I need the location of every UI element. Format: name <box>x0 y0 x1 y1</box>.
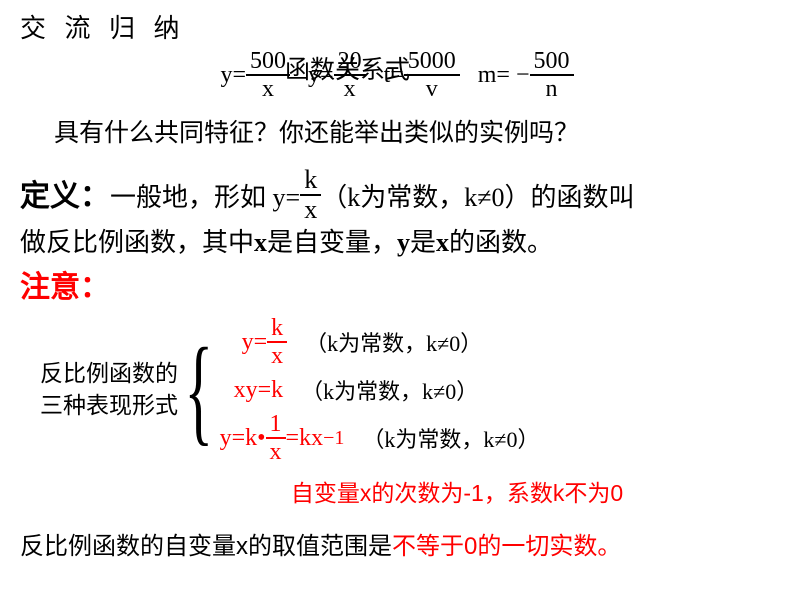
eq1-frac: 500x <box>246 49 290 101</box>
def-p3c: 是自变量， <box>267 228 397 257</box>
brace-icon: { <box>184 330 213 450</box>
eq1-num: 500 <box>246 49 290 76</box>
eq4-lhs: m= − <box>478 62 530 88</box>
form3-lhs: y=k• <box>220 425 266 452</box>
def-frac: kx <box>300 167 321 223</box>
form-row-1: y=kx （k为常数，k≠0） <box>220 316 540 368</box>
forms-left-l2: 三种表现形式 <box>40 393 178 418</box>
final-line: 反比例函数的自变量x的取值范围是不等于0的一切实数。 <box>20 526 774 561</box>
final-black: 反比例函数的自变量x的取值范围是 <box>20 533 392 560</box>
eq2-den: x <box>334 76 366 101</box>
def-den: x <box>300 196 321 223</box>
eq3-num: 5000 <box>404 49 460 76</box>
def-p3g: 的函数。 <box>449 228 553 257</box>
form1-lhs: y= <box>242 329 268 356</box>
eq2-lhs: y= <box>308 62 334 88</box>
def-p3: 做反比例函数，其中 <box>20 228 254 257</box>
form3-cond: （k为常数，k≠0） <box>362 422 539 454</box>
def-y: y <box>397 228 410 257</box>
eq4-frac: 500n <box>530 49 574 101</box>
def-x1: x <box>254 228 267 257</box>
def-p2: （k为常数，k≠0）的函数叫 <box>321 183 634 212</box>
def-eq-lhs: y= <box>273 183 301 212</box>
forms-right: y=kx （k为常数，k≠0） xy=k （k为常数，k≠0） y=k•1x =… <box>220 310 540 470</box>
forms-block: 反比例函数的 三种表现形式 { y=kx （k为常数，k≠0） xy=k （k为… <box>40 310 774 470</box>
eq1-lhs: y= <box>220 62 246 88</box>
form3-frac: 1x <box>266 412 286 464</box>
eq2-num: 20 <box>334 49 366 76</box>
definition-label: 定义： <box>20 180 110 213</box>
form1-cond: （k为常数，k≠0） <box>305 326 482 358</box>
section-title: 交 流 归 纳 <box>20 8 774 45</box>
def-num: k <box>300 167 321 196</box>
equation-row: y=500x y=20x 函数关系式 t=5000v m= −500n <box>20 49 774 101</box>
eq3-frac: 5000v <box>404 49 460 101</box>
definition-block: 定义：一般地，形如 y=kx（k为常数，k≠0）的函数叫 做反比例函数，其中x是… <box>20 167 774 262</box>
def-p3e: 是 <box>410 228 436 257</box>
form-row-3: y=k•1x =kx−1 （k为常数，k≠0） <box>220 412 540 464</box>
form-row-2: xy=k （k为常数，k≠0） <box>220 374 540 406</box>
summary-line: 自变量x的次数为-1，系数k不为0 <box>140 474 774 508</box>
note-label: 注意： <box>20 262 774 306</box>
eq3-den: v <box>404 76 460 101</box>
form1-den: x <box>267 343 287 368</box>
form3-num: 1 <box>266 412 286 439</box>
eq3-lhs: t= <box>384 62 404 88</box>
eq1-den: x <box>246 76 290 101</box>
form3-sup: −1 <box>323 427 344 450</box>
form3-den: x <box>266 439 286 464</box>
form1-num: k <box>267 316 287 343</box>
eq2-frac: 20x <box>334 49 366 101</box>
forms-left-label: 反比例函数的 三种表现形式 <box>40 358 178 422</box>
eq4-den: n <box>530 76 574 101</box>
def-x2: x <box>436 228 449 257</box>
eq4-num: 500 <box>530 49 574 76</box>
form2-eq: xy=k <box>234 377 284 404</box>
form2-cond: （k为常数，k≠0） <box>301 374 478 406</box>
final-red: 不等于0的一切实数。 <box>392 533 621 560</box>
def-p1: 一般地，形如 <box>110 183 273 212</box>
question-line: 具有什么共同特征？你还能举出类似的实例吗？ <box>54 113 774 149</box>
forms-left-l1: 反比例函数的 <box>40 361 178 386</box>
form1-frac: kx <box>267 316 287 368</box>
form3-rhs: =kx <box>286 425 324 452</box>
